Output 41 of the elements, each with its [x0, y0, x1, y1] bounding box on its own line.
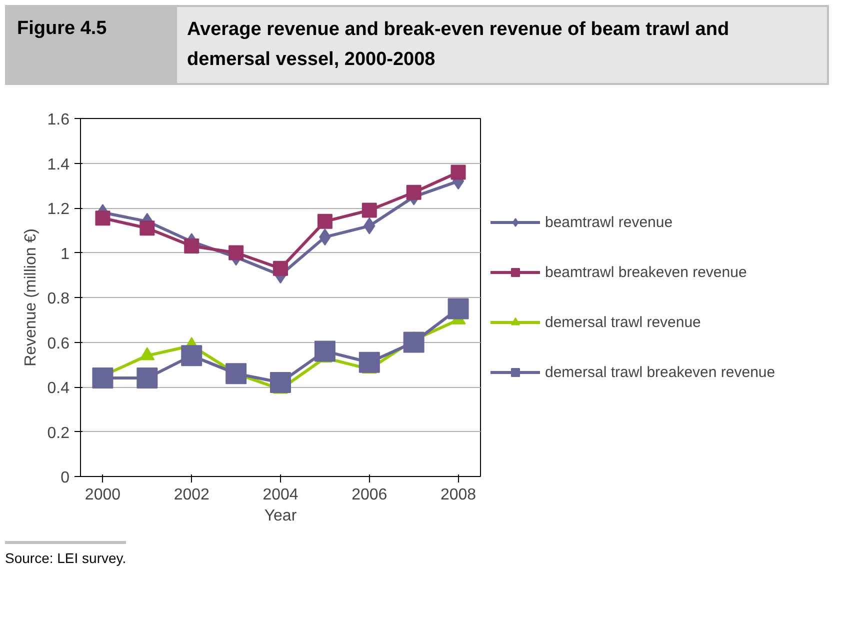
y-tick-label: 0.2 — [47, 424, 70, 442]
y-tick-label: 1.2 — [47, 201, 70, 218]
point — [450, 164, 466, 180]
y-tick-label: 0.8 — [47, 290, 70, 308]
y-tick-label: 0.6 — [47, 335, 70, 352]
x-tick-label: 2006 — [352, 486, 388, 504]
y-tick-label: 1.4 — [47, 156, 70, 174]
y-tick-label: 1 — [60, 246, 70, 263]
point — [362, 202, 377, 218]
y-tick-label: 1.6 — [47, 112, 70, 128]
y-tick-label: 0.4 — [47, 380, 70, 397]
legend-label: demersal trawl breakeven revenue — [545, 364, 776, 380]
point — [136, 368, 158, 389]
y-axis-title: Revenue (million €) — [22, 228, 40, 366]
subtitle: Figure 4.5 — [7, 7, 177, 83]
point — [228, 245, 244, 260]
point — [317, 214, 332, 229]
point — [403, 332, 424, 353]
point — [448, 298, 469, 320]
x-tick-label: 2004 — [262, 486, 298, 504]
legend-label: demersal trawl revenue — [545, 314, 701, 330]
point — [358, 352, 380, 373]
point — [226, 363, 247, 384]
legend-label: beamtrawl breakeven revenue — [545, 264, 747, 280]
point — [406, 184, 422, 200]
x-axis-title: Year — [264, 508, 298, 524]
y-tick-label: 0 — [60, 470, 70, 486]
point — [181, 345, 202, 366]
source-note: Source: LEI survey. — [5, 541, 126, 568]
point — [140, 220, 155, 236]
point — [184, 238, 200, 254]
legend-label: beamtrawl revenue — [545, 214, 673, 230]
point — [92, 368, 114, 389]
point — [273, 260, 288, 276]
x-tick-label: 2002 — [174, 486, 210, 504]
point — [314, 340, 336, 362]
x-tick-label: 2000 — [84, 486, 121, 504]
point — [95, 210, 110, 226]
x-tick-label: 2008 — [440, 486, 476, 504]
title: Average revenue and break-even revenue of beam trawl and demersal vessel, 2000-2008 — [177, 7, 827, 83]
point — [270, 372, 291, 394]
